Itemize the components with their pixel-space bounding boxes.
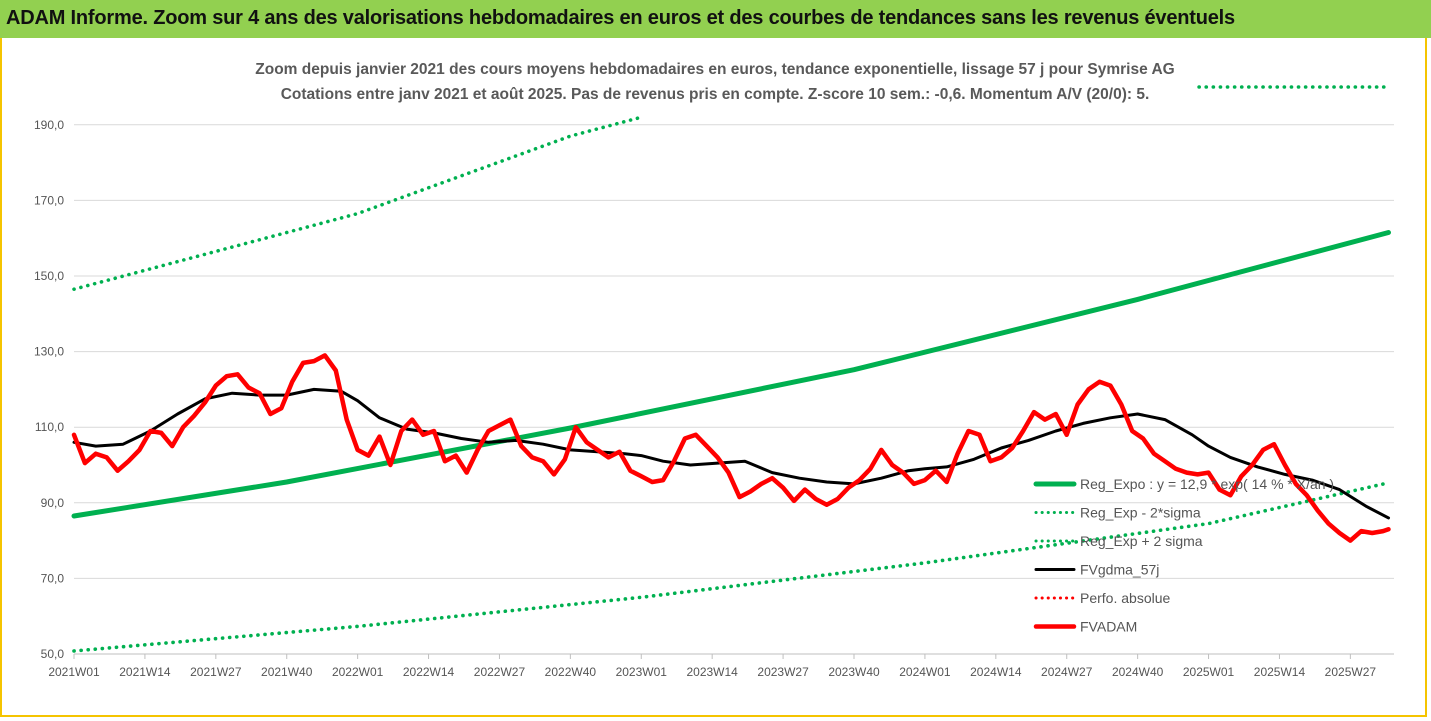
series-layer xyxy=(71,85,1392,653)
x-tick-label: 2022W27 xyxy=(474,665,526,679)
x-tick-label: 2022W40 xyxy=(545,665,597,679)
report-title: ADAM Informe. Zoom sur 4 ans des valoris… xyxy=(6,7,1235,29)
grid-lines xyxy=(74,124,1394,655)
x-tick-label: 2023W40 xyxy=(828,665,880,679)
series-line-reg-expo-y-12-9-exp-14-x xyxy=(71,230,1391,519)
y-tick-label: 70,0 xyxy=(41,571,65,585)
x-tick-label: 2023W01 xyxy=(616,665,668,679)
x-tick-label: 2025W27 xyxy=(1325,665,1377,679)
x-tick-label: 2022W01 xyxy=(332,665,384,679)
legend-label: Perfo. absolue xyxy=(1080,590,1170,606)
y-tick-label: 130,0 xyxy=(34,345,64,359)
y-tick-label: 170,0 xyxy=(34,193,64,207)
series-line-reg-exp-2-sigma xyxy=(72,115,644,291)
x-tick-label: 2021W40 xyxy=(261,665,313,679)
series-line-reg-exp-2-sigma xyxy=(72,480,1391,653)
x-tick-label: 2025W14 xyxy=(1254,665,1306,679)
x-tick-label: 2022W14 xyxy=(403,665,455,679)
title-background xyxy=(232,53,1194,105)
series-line-fvgdma-57j xyxy=(72,387,1390,520)
x-tick-label: 2024W40 xyxy=(1112,665,1164,679)
y-tick-label: 90,0 xyxy=(41,496,65,510)
chart-title: Zoom depuis janvier 2021 des cours moyen… xyxy=(255,61,1174,78)
x-tick-label: 2025W01 xyxy=(1183,665,1235,679)
legend-label: Reg_Expo : y = 12,9 * exp( 14 % * X/an ) xyxy=(1080,476,1334,492)
chart-frame: 50,0 70,0 90,0 110,0 130,0 150,0 170,0 190,0 20… xyxy=(0,38,1427,717)
legend-label: Reg_Exp + 2 sigma xyxy=(1080,533,1203,549)
x-axis-ticks: 2021W01 2021W14 2021W27 2021W40 2022W01 2022W… xyxy=(48,654,1376,679)
y-tick-label: 50,0 xyxy=(41,647,65,661)
x-tick-label: 2024W14 xyxy=(970,665,1022,679)
y-axis-ticks: 50,0 70,0 90,0 110,0 130,0 150,0 170,0 190,0 xyxy=(34,118,64,661)
x-tick-label: 2021W01 xyxy=(48,665,100,679)
trend-chart: 50,0 70,0 90,0 110,0 130,0 150,0 170,0 190,0 20… xyxy=(34,53,1394,679)
x-tick-label: 2023W27 xyxy=(757,665,809,679)
x-tick-label: 2024W27 xyxy=(1041,665,1093,679)
x-tick-label: 2021W27 xyxy=(190,665,242,679)
series-line-fvadam xyxy=(71,353,1391,543)
legend: Reg_Expo : y = 12,9 * exp( 14 % * X/an )… xyxy=(1033,476,1334,635)
y-tick-label: 150,0 xyxy=(34,269,64,283)
chart-subtitle: Cotations entre janv 2021 et août 2025. … xyxy=(281,86,1150,103)
report-banner: ADAM Informe. Zoom sur 4 ans des valoris… xyxy=(0,0,1431,38)
y-tick-label: 190,0 xyxy=(34,118,64,132)
x-tick-label: 2021W14 xyxy=(119,665,171,679)
legend-label: FVgdma_57j xyxy=(1080,562,1159,578)
legend-label: Reg_Exp - 2*sigma xyxy=(1080,505,1201,521)
legend-label: FVADAM xyxy=(1080,619,1137,635)
y-tick-label: 110,0 xyxy=(35,420,64,434)
x-tick-label: 2024W01 xyxy=(899,665,951,679)
x-tick-label: 2023W14 xyxy=(686,665,738,679)
